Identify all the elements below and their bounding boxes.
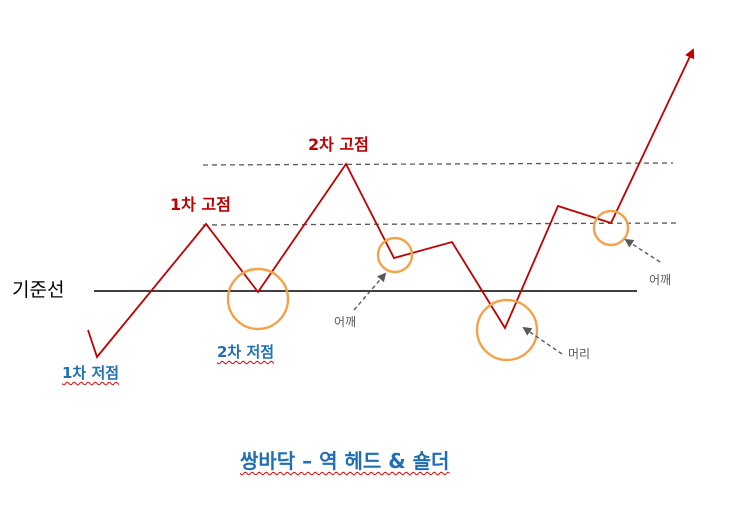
- second-low-circle: [226, 267, 290, 331]
- first-high-label: 1차 고점: [170, 195, 231, 214]
- first-low-label: 1차 저점: [62, 366, 119, 381]
- first-low-label-text: 1차 저점: [62, 364, 120, 382]
- right-shoulder-arrow: [624, 238, 661, 263]
- left-shoulder-label: 어깨: [334, 315, 357, 329]
- second-low-label-text: 2차 저점: [217, 343, 275, 361]
- second-low-label: 2차 저점: [217, 345, 274, 360]
- left-shoulder-circle: [376, 236, 414, 274]
- first-high-dashed-line: [202, 222, 681, 226]
- head-label: 머리: [568, 347, 591, 361]
- left-shoulder-arrow: [353, 272, 387, 311]
- price-line: [87, 48, 695, 359]
- head-circle: [475, 298, 539, 362]
- second-high-dashed-line: [202, 162, 674, 166]
- right-shoulder-circle: [592, 209, 630, 247]
- head-arrow: [522, 326, 563, 355]
- right-shoulder-label: 어깨: [649, 273, 672, 287]
- diagram-title: 쌍바닥 – 역 헤드 & 숄더: [240, 449, 450, 473]
- second-high-label: 2차 고점: [308, 135, 369, 154]
- baseline-label: 기준선: [12, 279, 65, 301]
